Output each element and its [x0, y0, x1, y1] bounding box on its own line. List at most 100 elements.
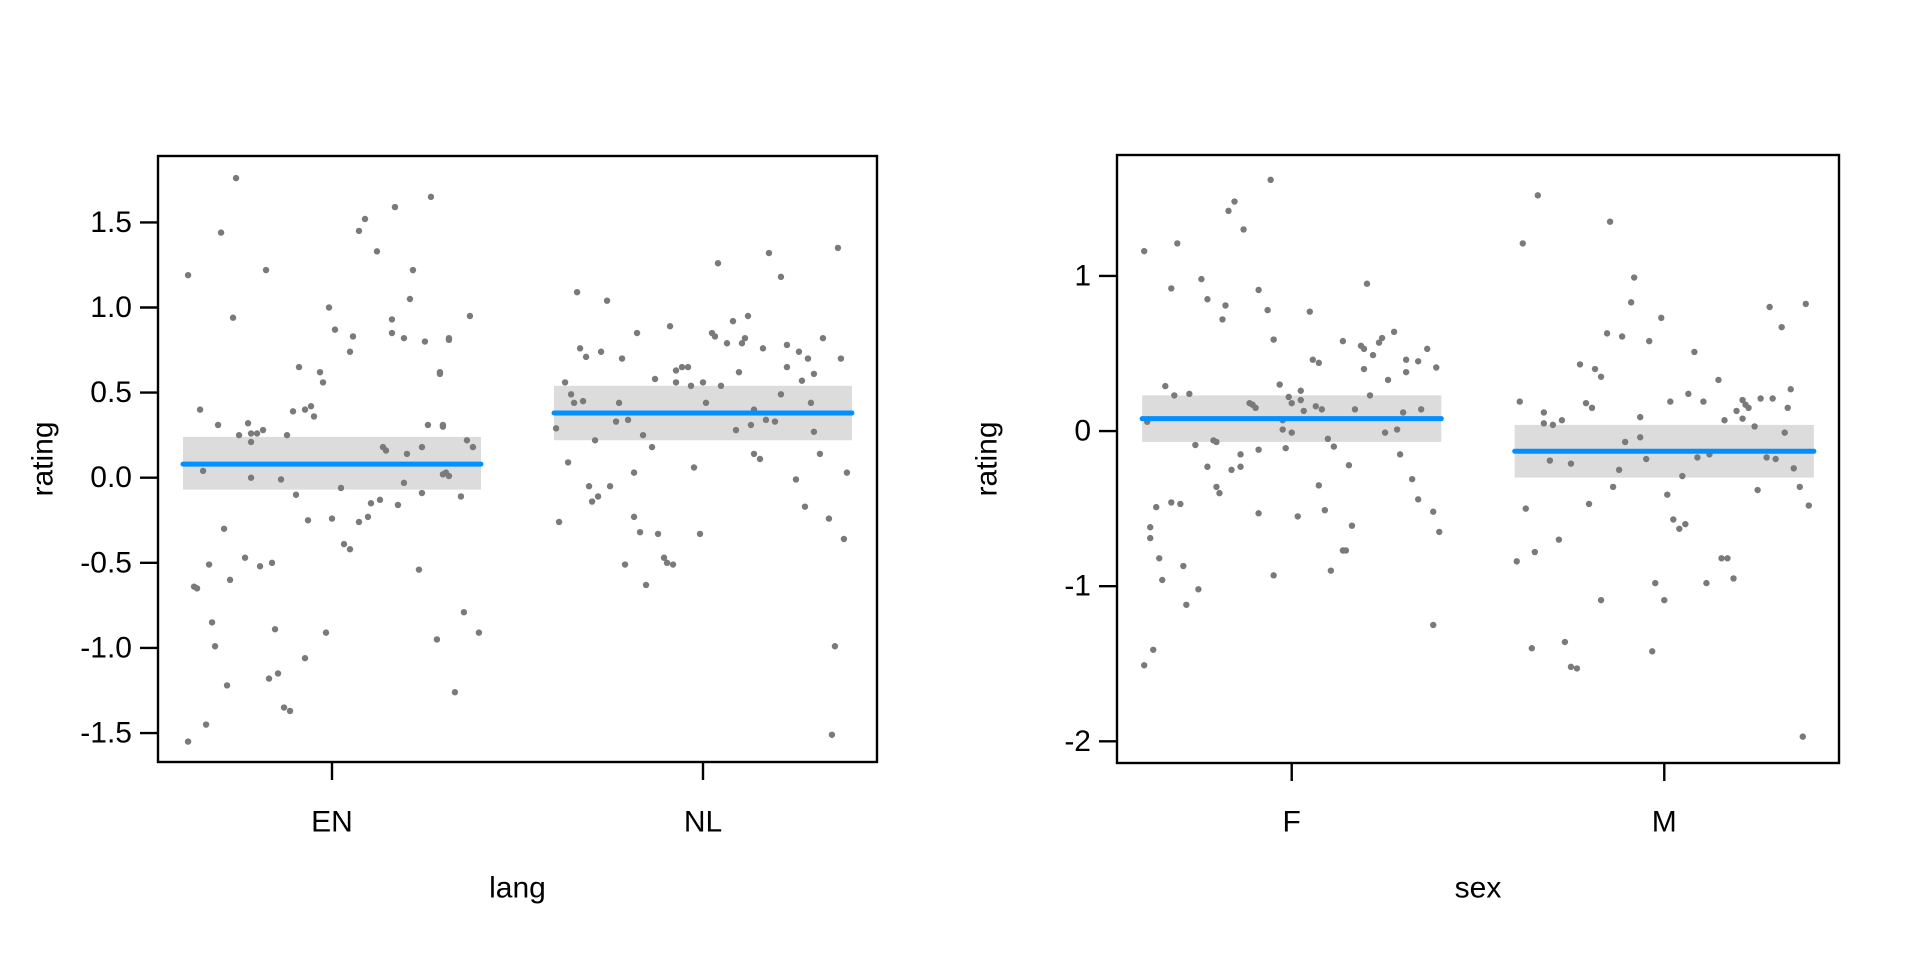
- data-point: [606, 483, 614, 490]
- data-point: [795, 348, 803, 355]
- data-point: [1140, 662, 1148, 669]
- data-point: [759, 345, 767, 352]
- y-tick-label: -1.0: [80, 631, 132, 664]
- data-point: [367, 500, 375, 507]
- data-point: [1162, 382, 1169, 390]
- data-point: [322, 629, 330, 636]
- data-point: [570, 399, 578, 407]
- points-group-M: [1513, 192, 1812, 740]
- data-point: [1703, 579, 1710, 587]
- data-point: [349, 333, 357, 340]
- data-point: [1402, 356, 1410, 363]
- data-point: [1751, 423, 1758, 430]
- data-point: [1700, 398, 1707, 405]
- data-point: [280, 704, 288, 711]
- data-point: [337, 484, 345, 492]
- data-point: [1321, 506, 1329, 514]
- data-point: [1327, 567, 1335, 574]
- data-point: [469, 443, 477, 451]
- data-point: [828, 731, 836, 738]
- data-point: [1582, 399, 1590, 407]
- data-point: [807, 399, 815, 407]
- data-point: [1721, 417, 1728, 424]
- data-point: [1558, 417, 1566, 424]
- data-point: [843, 469, 851, 476]
- data-point: [376, 496, 384, 504]
- data-point: [615, 399, 623, 407]
- data-point: [247, 474, 255, 481]
- data-point: [331, 326, 339, 333]
- data-point: [1414, 496, 1422, 503]
- points-group-F: [1140, 176, 1443, 669]
- data-point: [1787, 386, 1794, 393]
- data-point: [346, 348, 354, 355]
- data-point: [277, 476, 285, 483]
- data-point: [1153, 503, 1160, 511]
- data-point: [711, 333, 719, 340]
- y-tick-label: 0: [1074, 415, 1091, 448]
- data-point: [220, 525, 228, 532]
- data-point: [576, 345, 584, 352]
- data-point: [1597, 596, 1605, 604]
- data-point: [1540, 420, 1548, 427]
- data-point: [463, 437, 471, 444]
- data-point: [1381, 429, 1389, 436]
- data-point: [1424, 345, 1431, 353]
- data-point: [840, 535, 848, 543]
- data-point: [1679, 472, 1686, 480]
- data-point: [1766, 303, 1773, 311]
- data-point: [1513, 558, 1520, 565]
- data-point: [475, 629, 483, 636]
- data-point: [639, 431, 647, 439]
- data-point: [1676, 525, 1683, 532]
- data-point: [244, 420, 252, 427]
- data-point: [205, 561, 213, 568]
- data-point: [1769, 395, 1776, 402]
- category-label-M: M: [1652, 806, 1677, 839]
- data-point: [1643, 455, 1650, 463]
- data-point: [699, 379, 707, 386]
- data-point: [579, 397, 587, 405]
- data-point: [669, 561, 677, 568]
- data-point: [1667, 398, 1674, 405]
- data-point: [1213, 483, 1220, 491]
- data-point: [834, 244, 842, 252]
- data-point: [1369, 351, 1377, 359]
- y-tick-label: -2: [1064, 725, 1091, 758]
- data-point: [271, 626, 279, 633]
- data-point: [1630, 274, 1638, 281]
- data-point: [1279, 426, 1286, 433]
- data-point: [439, 423, 447, 430]
- y-tick-label: -1: [1064, 570, 1091, 603]
- points-group-NL: [552, 244, 851, 738]
- data-point: [804, 355, 812, 362]
- data-point: [1627, 299, 1635, 306]
- data-point: [1318, 406, 1326, 413]
- data-point: [1778, 323, 1785, 331]
- data-point: [1718, 555, 1725, 562]
- data-point: [1288, 399, 1295, 407]
- data-point: [750, 450, 758, 458]
- data-point: [1213, 438, 1220, 446]
- data-point: [1180, 562, 1187, 570]
- data-point: [777, 273, 785, 281]
- data-point: [729, 317, 737, 325]
- data-point: [1757, 395, 1764, 402]
- data-point: [1733, 407, 1740, 415]
- data-point: [1790, 465, 1797, 472]
- data-point: [232, 174, 240, 182]
- data-point: [1255, 510, 1262, 517]
- data-point: [684, 363, 692, 371]
- data-point: [1417, 406, 1425, 413]
- data-point: [1567, 460, 1575, 467]
- data-point: [1588, 404, 1596, 412]
- data-point: [561, 379, 569, 386]
- y-axis-title: rating: [27, 421, 60, 496]
- data-point: [1802, 300, 1809, 308]
- data-point: [1763, 454, 1770, 461]
- data-point: [771, 418, 779, 425]
- data-point: [1237, 463, 1244, 470]
- data-point: [642, 581, 650, 589]
- data-point: [1183, 601, 1190, 608]
